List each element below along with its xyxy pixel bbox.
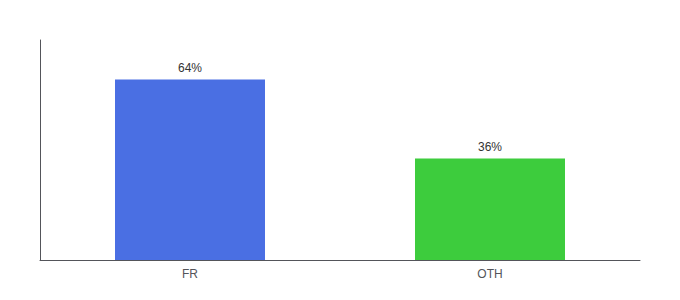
svg-text:64%: 64% [178, 61, 202, 75]
svg-text:OTH: OTH [477, 267, 502, 281]
svg-text:36%: 36% [478, 140, 502, 154]
svg-text:FR: FR [182, 267, 198, 281]
